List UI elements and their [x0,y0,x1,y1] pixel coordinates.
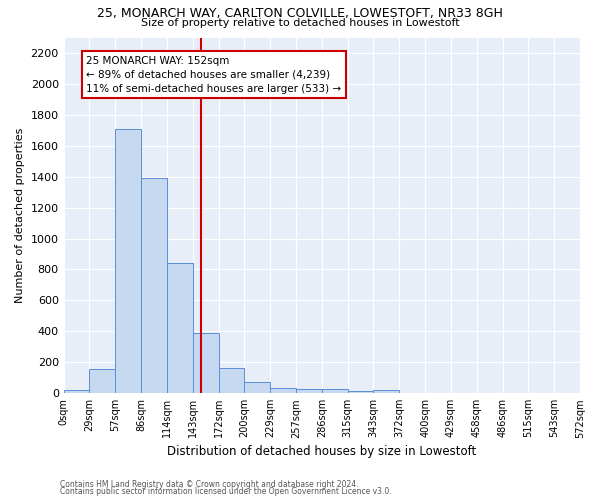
Bar [141,178,167,393]
Bar [115,128,141,393]
Bar [347,391,373,393]
Bar [193,333,218,393]
Y-axis label: Number of detached properties: Number of detached properties [15,128,25,303]
Bar [296,389,322,393]
Text: Contains HM Land Registry data © Crown copyright and database right 2024.: Contains HM Land Registry data © Crown c… [60,480,359,489]
Text: Contains public sector information licensed under the Open Government Licence v3: Contains public sector information licen… [60,487,392,496]
Bar [322,390,347,393]
X-axis label: Distribution of detached houses by size in Lowestoft: Distribution of detached houses by size … [167,444,476,458]
Bar [89,369,115,393]
Bar [167,264,193,393]
Bar [270,388,296,393]
Bar [218,368,244,393]
Bar [373,390,399,393]
Text: 25 MONARCH WAY: 152sqm
← 89% of detached houses are smaller (4,239)
11% of semi-: 25 MONARCH WAY: 152sqm ← 89% of detached… [86,56,341,94]
Text: 25, MONARCH WAY, CARLTON COLVILLE, LOWESTOFT, NR33 8GH: 25, MONARCH WAY, CARLTON COLVILLE, LOWES… [97,8,503,20]
Bar [64,390,89,393]
Bar [244,382,270,393]
Text: Size of property relative to detached houses in Lowestoft: Size of property relative to detached ho… [140,18,460,28]
